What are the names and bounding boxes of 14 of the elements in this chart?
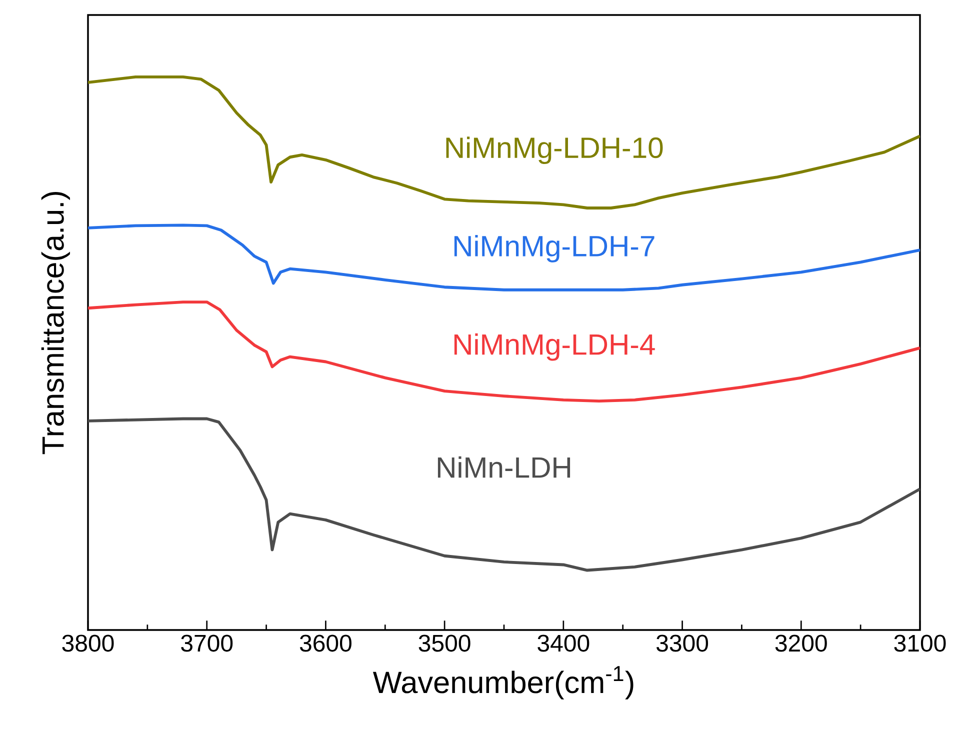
series-label: NiMnMg-LDH-7 (454, 235, 654, 262)
x-tick-label: 3100 (894, 634, 946, 652)
series-label: NiMnMg-LDH-4 (454, 333, 655, 361)
x-tick-label: 3700 (181, 634, 233, 652)
text: NiMn-LDH (438, 456, 570, 478)
x-axis-title: Wavenumber(cm$^{-1}$) (372, 666, 634, 700)
x-tick-label: 3800 (62, 634, 114, 652)
x-tick-label: 3600 (300, 634, 352, 652)
x-tick-label: 3500 (418, 634, 470, 652)
series-label: NiMnMg-LDH-10 (446, 136, 663, 164)
x-tick-label: 3400 (538, 634, 590, 652)
x-tick-label: 3300 (656, 634, 708, 652)
x-tick-label: 3200 (775, 634, 827, 652)
y-axis-title: Transmittance(a.u.) (41, 192, 70, 454)
